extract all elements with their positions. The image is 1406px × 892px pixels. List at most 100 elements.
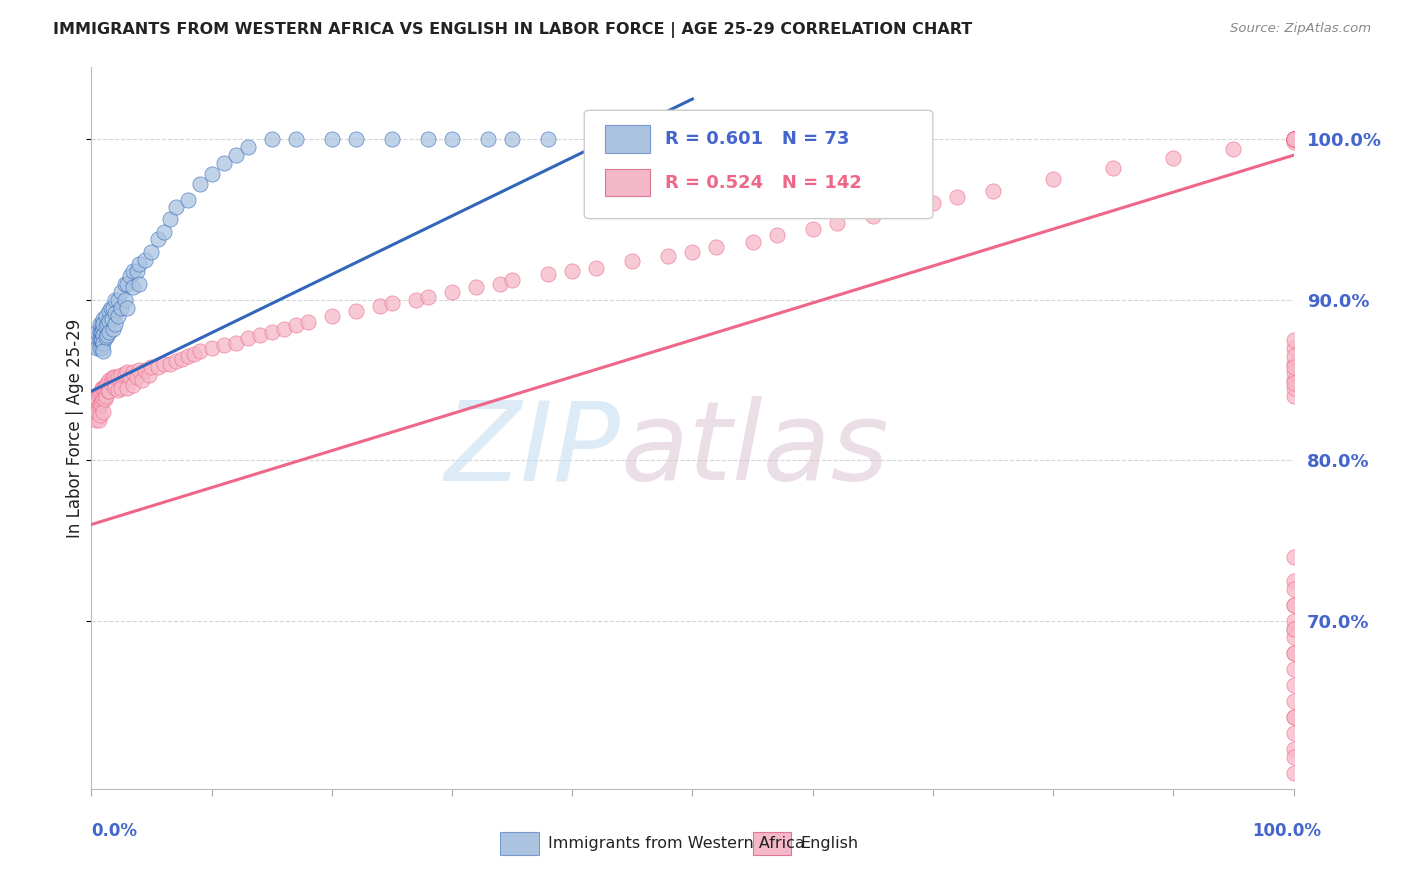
Point bbox=[91, 325, 114, 339]
Point bbox=[84, 397, 107, 411]
Point bbox=[110, 301, 132, 315]
Point bbox=[585, 260, 607, 275]
Point bbox=[104, 317, 127, 331]
Point bbox=[86, 325, 108, 339]
Point bbox=[1282, 750, 1305, 764]
Point bbox=[188, 177, 211, 191]
Point bbox=[1102, 161, 1125, 175]
Point bbox=[1282, 132, 1305, 146]
Point bbox=[146, 232, 169, 246]
Point bbox=[122, 377, 145, 392]
Point bbox=[741, 235, 763, 249]
Point bbox=[91, 317, 114, 331]
Point bbox=[297, 315, 319, 329]
Point bbox=[501, 132, 523, 146]
Text: 100.0%: 100.0% bbox=[1253, 822, 1322, 840]
Point bbox=[101, 373, 124, 387]
Point bbox=[86, 341, 108, 355]
Point bbox=[862, 209, 884, 223]
Point bbox=[381, 132, 404, 146]
Point bbox=[537, 267, 560, 281]
Point bbox=[170, 352, 193, 367]
Point bbox=[1282, 360, 1305, 375]
Point bbox=[90, 333, 112, 347]
Point bbox=[159, 212, 181, 227]
Point bbox=[1282, 766, 1305, 780]
Point bbox=[344, 132, 367, 146]
Point bbox=[1282, 132, 1305, 146]
Point bbox=[681, 244, 703, 259]
Point bbox=[1282, 132, 1305, 146]
Point bbox=[561, 264, 583, 278]
Point bbox=[96, 376, 118, 391]
Point bbox=[93, 392, 115, 407]
Point bbox=[118, 268, 141, 283]
Point bbox=[110, 368, 132, 383]
Point bbox=[93, 336, 115, 351]
Point bbox=[125, 264, 148, 278]
Point bbox=[91, 333, 114, 347]
Point bbox=[100, 301, 122, 315]
Point bbox=[128, 277, 150, 291]
Point bbox=[621, 254, 644, 268]
Point bbox=[90, 397, 112, 411]
Point bbox=[101, 312, 124, 326]
Text: R = 0.601   N = 73: R = 0.601 N = 73 bbox=[665, 130, 849, 148]
Point bbox=[825, 216, 848, 230]
Point bbox=[122, 280, 145, 294]
Point bbox=[1282, 710, 1305, 724]
FancyBboxPatch shape bbox=[585, 111, 934, 219]
Point bbox=[86, 333, 108, 347]
Point bbox=[1222, 142, 1244, 156]
Point bbox=[104, 305, 127, 319]
Point bbox=[107, 293, 129, 307]
Point bbox=[84, 413, 107, 427]
Point bbox=[107, 383, 129, 397]
Point bbox=[1282, 694, 1305, 708]
Point bbox=[91, 341, 114, 355]
Point bbox=[1282, 622, 1305, 636]
Text: Source: ZipAtlas.com: Source: ZipAtlas.com bbox=[1230, 22, 1371, 36]
Point bbox=[90, 384, 112, 399]
Point bbox=[765, 228, 787, 243]
Text: 0.0%: 0.0% bbox=[91, 822, 138, 840]
Point bbox=[1282, 389, 1305, 403]
Point bbox=[93, 392, 115, 407]
Point bbox=[381, 296, 404, 310]
Point bbox=[117, 277, 139, 291]
Point bbox=[176, 193, 198, 207]
Point bbox=[100, 376, 122, 391]
Point bbox=[117, 365, 139, 379]
Point bbox=[94, 377, 117, 392]
Point bbox=[96, 328, 118, 343]
Point bbox=[1282, 373, 1305, 387]
Point bbox=[107, 369, 129, 384]
Point bbox=[152, 225, 174, 239]
Point bbox=[103, 376, 125, 391]
Point bbox=[1282, 132, 1305, 146]
Point bbox=[94, 389, 117, 403]
Point bbox=[225, 336, 247, 351]
Point bbox=[188, 344, 211, 359]
Point bbox=[1282, 132, 1305, 146]
Point bbox=[159, 357, 181, 371]
Point bbox=[416, 132, 439, 146]
Point bbox=[117, 301, 139, 315]
Point bbox=[89, 385, 111, 400]
Point bbox=[114, 277, 136, 291]
Point bbox=[1282, 132, 1305, 146]
Point bbox=[249, 328, 271, 343]
Point bbox=[225, 148, 247, 162]
Point bbox=[93, 405, 115, 419]
Point bbox=[93, 344, 115, 359]
Point bbox=[1282, 132, 1305, 146]
Point bbox=[212, 156, 235, 170]
Point bbox=[260, 132, 283, 146]
Point bbox=[1282, 598, 1305, 612]
Point bbox=[1282, 376, 1305, 391]
Point bbox=[90, 325, 112, 339]
Point bbox=[706, 240, 728, 254]
Point bbox=[201, 168, 224, 182]
Point bbox=[94, 309, 117, 323]
Point bbox=[1282, 726, 1305, 740]
